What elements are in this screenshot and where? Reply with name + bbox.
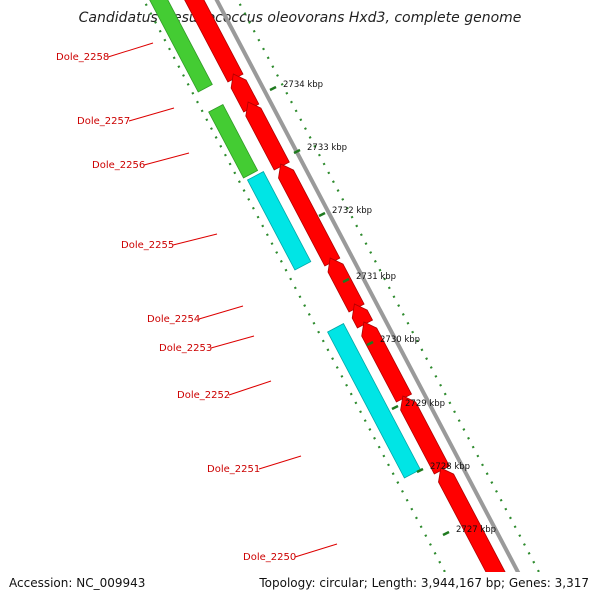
tick-label: 2732 kbp [332, 206, 372, 216]
cds-arrow [327, 257, 365, 313]
footer-background [0, 572, 600, 600]
tick-mark [366, 340, 374, 347]
tick-label: 2728 kbp [430, 462, 470, 472]
cds-arrow [351, 303, 374, 329]
cds-arrow [278, 163, 341, 267]
tick-mark [391, 404, 399, 411]
map-title: Candidatus Desulfococcus oleovorans Hxd3… [79, 10, 522, 26]
backbone-line [214, 0, 535, 600]
cds-arrow [184, 0, 244, 83]
tick-label: 2730 kbp [380, 335, 420, 345]
cds-arrow [230, 73, 260, 113]
genome-backbone [214, 0, 535, 600]
tick-label: 2727 kbp [456, 525, 496, 535]
gene-label-leader [294, 543, 338, 558]
tick-mark [342, 277, 350, 284]
gene-label: Dole_2257 [77, 116, 130, 127]
cds-arrow [400, 395, 450, 475]
cds-arrow [361, 321, 413, 403]
tick-mark [416, 467, 424, 474]
tick-mark [293, 148, 301, 155]
tick-mark [318, 211, 326, 218]
feature-tracks [149, 0, 517, 600]
gene-label: Dole_2255 [121, 240, 174, 251]
gene-labels: Dole_2258 Dole_2257 Dole_2256 Dole_2255 Dole… [56, 42, 338, 563]
gene-label-leader [198, 305, 244, 320]
gene-label-leader [128, 107, 175, 122]
tick-label: 2731 kbp [356, 272, 396, 282]
green-feature [208, 103, 259, 179]
gene-label: Dole_2256 [92, 160, 145, 171]
genome-summary-text: Topology: circular; Length: 3,944,167 bp… [258, 576, 589, 590]
gene-label-leader [172, 233, 218, 246]
gene-label-leader [228, 380, 272, 396]
dotted-ring [236, 0, 555, 600]
cyan-feature [246, 171, 312, 271]
gene-label: Dole_2254 [147, 314, 200, 325]
accession-text: Accession: NC_009943 [9, 576, 145, 590]
gene-label-leader [210, 335, 255, 349]
gene-label: Dole_2251 [207, 464, 260, 475]
gene-label: Dole_2258 [56, 52, 109, 63]
green-feature [149, 0, 213, 93]
tick-label: 2729 kbp [405, 399, 445, 409]
tick-label: 2733 kbp [307, 143, 347, 153]
tick-mark [442, 530, 450, 537]
kbp-ticks: 2734 kbp 2733 kbp 2732 kbp 2731 kbp 2730 kbp… [269, 80, 496, 537]
tick-label: 2734 kbp [283, 80, 323, 90]
gene-label-leader [143, 152, 190, 166]
gene-label: Dole_2253 [159, 343, 212, 354]
gene-label: Dole_2252 [177, 390, 230, 401]
gene-label-leader [258, 455, 302, 470]
cds-arrow [245, 101, 290, 171]
gene-label-leader [107, 42, 154, 58]
dotted-ring [142, 0, 461, 600]
tick-mark [269, 85, 277, 92]
gene-label: Dole_2250 [243, 552, 296, 563]
